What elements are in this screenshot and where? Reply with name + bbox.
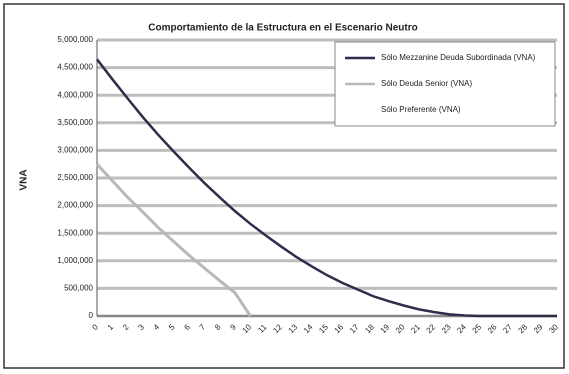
x-tick-label: 6 <box>182 322 192 332</box>
series-line <box>95 163 252 317</box>
x-tick-label: 9 <box>228 322 238 332</box>
y-tick-label: 0 <box>89 311 94 320</box>
y-axis-label: VNA <box>19 169 30 190</box>
x-tick-label: 8 <box>213 322 223 332</box>
y-tick-label: 4,500,000 <box>57 63 93 72</box>
legend-label: Sólo Deuda Senior (VNA) <box>381 79 472 88</box>
series-line <box>96 58 557 318</box>
legend-label: Sólo Preferente (VNA) <box>381 105 461 114</box>
legend-label: Sólo Mezzanine Deuda Subordinada (VNA) <box>381 53 536 62</box>
y-tick-label: 1,500,000 <box>57 228 93 237</box>
y-tick-label: 3,500,000 <box>57 118 93 127</box>
y-tick-label: 5,000,000 <box>57 35 93 44</box>
x-tick-label: 3 <box>136 322 146 332</box>
chart-title: Comportamiento de la Estructura en el Es… <box>148 23 418 34</box>
y-tick-label: 1,000,000 <box>57 256 93 265</box>
x-tick-label: 1 <box>106 322 116 332</box>
x-tick-label: 5 <box>167 322 177 332</box>
x-tick-label: 7 <box>198 322 208 332</box>
x-tick-label: 2 <box>121 322 131 332</box>
x-tick-label: 0 <box>90 322 100 332</box>
y-tick-label: 3,000,000 <box>57 146 93 155</box>
x-tick-label: 4 <box>152 322 162 332</box>
y-tick-label: 500,000 <box>64 284 93 293</box>
y-tick-label: 2,500,000 <box>57 173 93 182</box>
y-tick-label: 2,000,000 <box>57 201 93 210</box>
y-tick-label: 4,000,000 <box>57 90 93 99</box>
